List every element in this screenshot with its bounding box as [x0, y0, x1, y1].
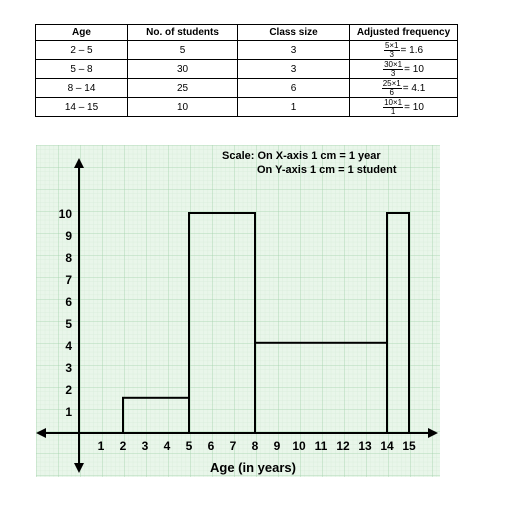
fraction-numerator: 30×1 — [383, 59, 404, 70]
fraction-denominator: 1 — [390, 106, 396, 116]
x-axis-label: Age (in years) — [210, 460, 296, 475]
fraction-denominator: 3 — [390, 68, 396, 78]
fraction-denominator: 6 — [389, 87, 394, 97]
table-row: 5 – 8 30 3 30×1 3 = 10 — [35, 59, 458, 79]
x-tick-label: 12 — [336, 439, 350, 453]
table-row: 14 – 15 10 1 10×1 1 = 10 — [35, 97, 458, 117]
x-tick-label: 9 — [274, 439, 281, 453]
y-axis-up-arrow-icon — [74, 158, 84, 168]
x-tick-label: 8 — [252, 439, 259, 453]
scale-note-line-2: On Y-axis 1 cm = 1 student — [257, 164, 397, 176]
y-tick-label: 7 — [65, 273, 72, 287]
x-axis-left-arrow-icon — [36, 428, 46, 438]
fraction: 10×1 1 — [383, 97, 404, 116]
fraction-result: = 1.6 — [400, 44, 424, 56]
x-tick-label: 13 — [358, 439, 372, 453]
graph-major-grid — [36, 145, 440, 477]
frequency-table: Age No. of students Class size Adjusted … — [35, 24, 458, 117]
x-tick-label: 3 — [142, 439, 149, 453]
cell-adjusted-frequency: 30×1 3 = 10 — [349, 59, 458, 79]
y-tick-label: 2 — [65, 383, 72, 397]
fraction-denominator: 3 — [389, 49, 394, 59]
fraction-result: = 10 — [404, 63, 424, 75]
x-tick-label: 14 — [380, 439, 394, 453]
x-tick-label: 2 — [120, 439, 127, 453]
fraction-result: = 10 — [404, 101, 424, 113]
y-tick-label: 4 — [65, 339, 72, 353]
y-tick-label: 9 — [65, 229, 72, 243]
y-tick-label: 8 — [65, 251, 72, 265]
y-tick-label: 1 — [65, 405, 72, 419]
x-tick-label: 15 — [402, 439, 416, 453]
table-header-row: Age No. of students Class size Adjusted … — [35, 24, 458, 41]
x-tick-label: 7 — [230, 439, 237, 453]
x-tick-label: 4 — [164, 439, 171, 453]
cell-age: 14 – 15 — [35, 97, 128, 117]
table-row: 8 – 14 25 6 25×1 6 = 4.1 — [35, 78, 458, 98]
x-axis-right-arrow-icon — [428, 428, 438, 438]
x-tick-label: 6 — [208, 439, 215, 453]
y-axis-down-arrow-icon — [74, 463, 84, 473]
y-tick-label: 3 — [65, 361, 72, 375]
x-tick-label: 5 — [186, 439, 193, 453]
y-tick-labels: 1 2 3 4 5 6 7 8 9 10 — [59, 207, 73, 419]
y-tick-label: 5 — [65, 317, 72, 331]
x-tick-label: 11 — [315, 439, 328, 453]
y-tick-label: 10 — [59, 207, 73, 221]
fraction-result: = 4.1 — [402, 82, 426, 94]
fraction-numerator: 10×1 — [383, 97, 404, 108]
y-tick-label: 6 — [65, 295, 72, 309]
cell-adjusted-frequency: 10×1 1 = 10 — [349, 97, 458, 117]
scale-note-line-1: Scale: On X-axis 1 cm = 1 year — [222, 150, 381, 162]
fraction: 30×1 3 — [383, 59, 404, 78]
fraction-numerator: 25×1 — [381, 78, 402, 89]
fraction: 25×1 6 — [381, 78, 402, 97]
x-tick-label: 1 — [98, 439, 105, 453]
fraction: 5×1 3 — [383, 40, 400, 59]
x-tick-label: 10 — [292, 439, 306, 453]
fraction-numerator: 5×1 — [383, 40, 400, 51]
cell-class-size: 1 — [237, 97, 350, 117]
x-tick-labels: 1 2 3 4 5 6 7 8 9 10 11 12 13 14 15 — [98, 439, 416, 453]
